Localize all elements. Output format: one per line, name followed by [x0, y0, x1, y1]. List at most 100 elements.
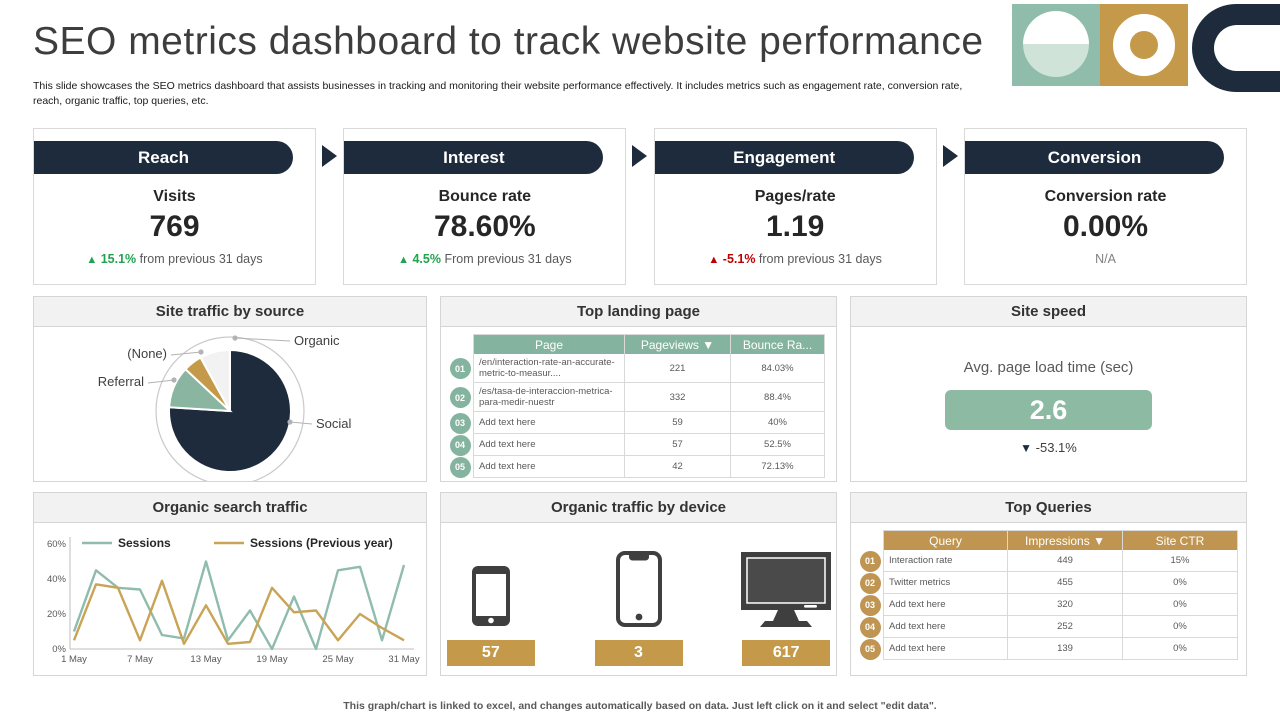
speed-value-badge: 2.6	[945, 390, 1152, 430]
row-number-badge: 03	[449, 412, 471, 434]
funnel-kpi-row: Reach Visits 769 ▲ 15.1% from previous 31 d…	[33, 128, 1247, 285]
metric-label: Conversion rate	[1044, 188, 1167, 205]
pie-label-social: Social	[316, 416, 352, 431]
svg-text:19 May: 19 May	[256, 654, 287, 665]
line-series-1	[72, 579, 405, 646]
table-cell: 57	[625, 434, 731, 456]
deco-navy-shape	[1192, 4, 1280, 92]
up-arrow-icon: ▲	[708, 254, 720, 266]
svg-text:13 May: 13 May	[190, 654, 221, 665]
row-number-badge: 04	[859, 616, 881, 638]
table-cell: 0%	[1123, 616, 1238, 638]
device-group: 57	[441, 543, 541, 666]
panel-site-speed: Site speed Avg. page load time (sec) 2.6…	[850, 296, 1247, 482]
funnel-connector	[937, 128, 964, 285]
panel-top-queries: Top Queries Query Impressions ▼ Site CTR 01…	[850, 492, 1247, 676]
site-traffic-pie-area: Social Referral (None) Organic	[34, 327, 426, 486]
funnel-card-interest: Interest Bounce rate 78.60% ▲ 4.5% From pre…	[343, 128, 627, 285]
panel-top-landing-page: Top landing page Page Pageviews ▼ Bounce R…	[440, 296, 837, 482]
row-number-badge: 02	[449, 387, 471, 408]
arrow-right-icon	[632, 145, 648, 167]
table-cell: 0%	[1123, 638, 1238, 660]
column-header: Bounce Ra...	[731, 334, 825, 354]
table-cell: 0%	[1123, 572, 1238, 594]
up-arrow-icon: ▲	[398, 254, 409, 266]
table-cell: Add text here	[883, 594, 1008, 616]
table-cell: 332	[625, 383, 731, 412]
rounded-bar-icon	[1214, 25, 1280, 71]
speed-delta: ▼ -53.1%	[851, 440, 1246, 455]
organic-search-line-chart-area: 0% 20% 40% 60% 1 May 7 May 13 May 19 May 25 May 3…	[34, 523, 426, 675]
row-number-badge: 01	[449, 358, 471, 379]
legend-label: Sessions	[118, 536, 171, 550]
row-number-badge: 01	[859, 550, 881, 572]
panel-title: Site traffic by source	[34, 297, 426, 327]
metric-delta: ▲ -5.1% from previous 31 days	[655, 252, 936, 266]
table-cell: /en/interaction-rate-an-accurate-metric-…	[473, 354, 625, 383]
row-number-badge: 04	[449, 434, 471, 456]
device-group: 3	[589, 543, 689, 666]
table-cell: 52.5%	[731, 434, 825, 456]
table-cell: 449	[1008, 550, 1123, 572]
svg-text:25 May: 25 May	[322, 654, 353, 665]
table-cell: 0%	[1123, 594, 1238, 616]
metric-value: 769	[149, 210, 200, 243]
top-landing-table: Page Pageviews ▼ Bounce Ra... 01/en/interac…	[447, 334, 825, 478]
pie-label-organic: Organic	[294, 333, 340, 348]
panel-organic-traffic-by-device: Organic traffic by device 57 3 617	[440, 492, 837, 676]
ring-icon	[1113, 14, 1175, 76]
mobile-large-icon	[589, 543, 689, 627]
panel-organic-search-traffic: Organic search traffic 0% 20% 40% 60% 1 May 7…	[33, 492, 427, 676]
panel-title: Site speed	[851, 297, 1246, 327]
device-value-badge: 617	[742, 640, 831, 666]
table-cell: 15%	[1123, 550, 1238, 572]
speed-delta-value: -53.1%	[1035, 440, 1077, 455]
table-cell: Add text here	[883, 616, 1008, 638]
panel-title: Top Queries	[851, 493, 1246, 523]
table-cell: 59	[625, 412, 731, 434]
stage-header: Engagement	[654, 141, 914, 174]
page-subtitle: This slide showcases the SEO metrics das…	[33, 80, 963, 107]
row-number-badge: 05	[859, 638, 881, 660]
half-circle-icon	[1023, 11, 1089, 77]
mobile-small-icon	[441, 543, 541, 627]
arrow-right-icon	[322, 145, 338, 167]
arrow-right-icon	[942, 145, 958, 167]
table-cell: 139	[1008, 638, 1123, 660]
metric-delta: ▲ 15.1% from previous 31 days	[34, 252, 315, 266]
metric-label: Visits	[153, 188, 196, 205]
up-arrow-icon: ▲	[86, 254, 98, 266]
panel-site-traffic: Site traffic by source Social Referral (No…	[33, 296, 427, 486]
metric-value: 78.60%	[433, 210, 536, 243]
data-table: Page Pageviews ▼ Bounce Ra... 01/en/interac…	[447, 334, 825, 478]
row-number-badge: 02	[859, 572, 881, 594]
device-group: 617	[736, 543, 836, 666]
column-header: Site CTR	[1123, 530, 1238, 550]
table-cell: Add text here	[883, 638, 1008, 660]
column-header: Impressions ▼	[1008, 530, 1123, 550]
funnel-card-engagement: Engagement Pages/rate 1.19 ▲ -5.1% from pre…	[653, 128, 937, 285]
metric-label: Bounce rate	[438, 188, 532, 205]
device-value-badge: 3	[594, 640, 683, 666]
table-cell: Twitter metrics	[883, 572, 1008, 594]
table-cell: 84.03%	[731, 354, 825, 383]
table-cell: 42	[625, 456, 731, 478]
table-cell: 72.13%	[731, 456, 825, 478]
table-cell: 221	[625, 354, 731, 383]
svg-text:1 May: 1 May	[61, 654, 87, 665]
svg-text:20%: 20%	[47, 609, 67, 620]
metric-value: 1.19	[765, 210, 825, 243]
top-queries-table: Query Impressions ▼ Site CTR 01 Interaction …	[857, 530, 1238, 660]
funnel-card-conversion: Conversion Conversion rate 0.00% N/A	[963, 128, 1247, 285]
svg-text:7 May: 7 May	[127, 654, 153, 665]
delta-text: from previous 31 days	[758, 252, 882, 266]
panel-title: Organic search traffic	[34, 493, 426, 523]
svg-text:31 May: 31 May	[388, 654, 419, 665]
page-title: SEO metrics dashboard to track website p…	[33, 20, 984, 63]
funnel-card-reach: Reach Visits 769 ▲ 15.1% from previous 31 d…	[33, 128, 316, 285]
metric-delta: N/A	[965, 252, 1246, 266]
pie-slice-organic	[199, 348, 231, 412]
desktop-icon	[736, 543, 836, 627]
delta-text: from previous 31 days	[139, 252, 263, 266]
funnel-connector	[316, 128, 343, 285]
